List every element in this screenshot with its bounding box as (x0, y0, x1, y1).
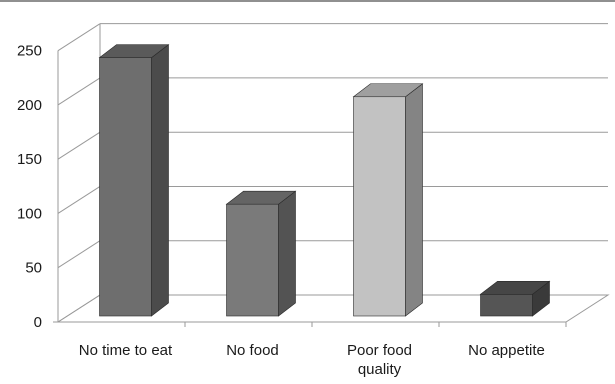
y-tick-label: 50 (25, 260, 42, 277)
x-tick-label: Poor food quality (347, 342, 412, 378)
bar-front (353, 96, 406, 317)
bar-top (479, 280, 551, 295)
bar-side (278, 190, 296, 317)
gridline-diagonal (57, 186, 101, 214)
y-tick-label: 150 (17, 151, 42, 168)
bar-front (226, 203, 279, 317)
bar-top (98, 44, 170, 58)
y-tick-label: 100 (17, 205, 42, 222)
bar (479, 280, 551, 317)
y-tick-label: 0 (34, 314, 42, 331)
x-tick-label: No time to eat (79, 342, 173, 359)
bar-front (480, 293, 533, 317)
gridline-diagonal (57, 23, 101, 52)
gridline-diagonal (57, 240, 101, 269)
bar (98, 44, 170, 317)
y-tick-label: 250 (17, 43, 42, 60)
bar (225, 190, 297, 317)
bar-top (225, 190, 297, 205)
gridline-diagonal (57, 77, 101, 106)
x-tick-label: No appetite (468, 342, 545, 359)
bars (98, 44, 551, 317)
bar-side (151, 44, 169, 317)
bar (352, 83, 424, 317)
x-tick-label: No food (226, 342, 279, 359)
tick-labels: 0 50 100 150 200 250 No time to eat No food Poor… (17, 43, 545, 378)
y-tick-label: 200 (17, 97, 42, 114)
bar-front (99, 57, 152, 317)
bar-side (405, 83, 423, 317)
bar-top (352, 83, 424, 98)
gridline-diagonal (57, 131, 101, 160)
